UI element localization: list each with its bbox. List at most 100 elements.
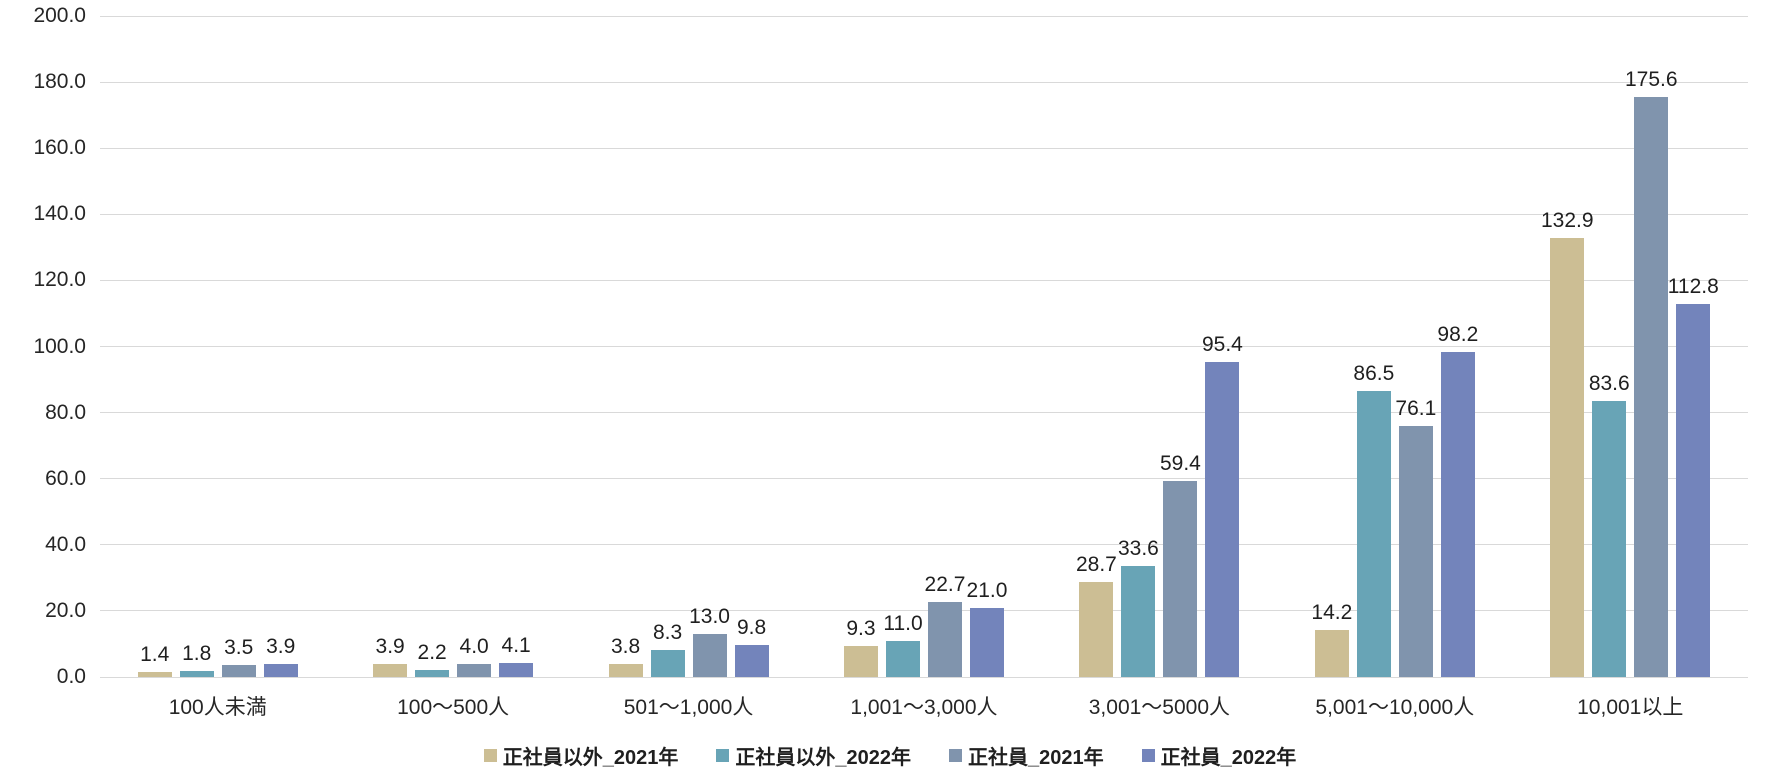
bar: 83.6 — [1589, 373, 1630, 677]
gridline — [100, 15, 1748, 17]
y-tick-label: 80.0 — [45, 400, 86, 424]
legend-swatch — [483, 749, 497, 762]
bar: 1.4 — [137, 644, 172, 677]
bar: 21.0 — [967, 580, 1007, 677]
x-category-label: 100〜500人 — [397, 696, 510, 719]
bar: 175.6 — [1625, 69, 1678, 677]
legend-label: 正社員_2021年 — [968, 747, 1104, 769]
gridline — [100, 544, 1748, 546]
legend-swatch — [949, 749, 962, 762]
gridline — [100, 147, 1748, 149]
bar: 2.2 — [415, 642, 450, 677]
bar-value-label: 9.3 — [846, 617, 876, 641]
legend-item: 正社員_2022年 — [1141, 741, 1297, 770]
legend-label: 正社員以外_2022年 — [735, 747, 911, 769]
y-tick-label: 120.0 — [33, 268, 86, 292]
bar: 76.1 — [1395, 398, 1436, 677]
bar: 132.9 — [1541, 210, 1594, 677]
gridline — [100, 279, 1748, 281]
gridline — [100, 346, 1748, 347]
bar: 22.7 — [925, 574, 965, 677]
x-category-label: 5,001〜10,000人 — [1315, 696, 1475, 719]
x-category-label: 100人未満 — [168, 696, 267, 719]
legend-item: 正社員以外_2022年 — [716, 741, 911, 770]
bar-value-label: 9.8 — [736, 615, 767, 639]
bar-value-label: 8.3 — [652, 620, 683, 644]
bar-value-label: 1.8 — [182, 642, 212, 666]
bar-value-label: 175.6 — [1624, 67, 1678, 91]
bar: 3.9 — [263, 636, 298, 677]
bar-value-label: 3.5 — [224, 636, 254, 660]
bar-group: 132.9 83.6 175.6 112.8 — [1513, 16, 1748, 677]
legend-label: 正社員以外_2021年 — [502, 747, 679, 769]
bar-group: 3.8 8.3 13.0 9.8 — [571, 16, 806, 677]
legend-label: 正社員_2022年 — [1160, 747, 1297, 769]
bar-value-label: 112.8 — [1667, 275, 1719, 299]
bar: 98.2 — [1437, 324, 1478, 677]
bar: 11.0 — [883, 613, 923, 677]
gridline — [100, 610, 1748, 612]
bar-value-label: 33.6 — [1117, 536, 1159, 560]
legend: 正社員以外_2021年 正社員以外_2022年 正社員_2021年 正社員_2022年 — [0, 741, 1780, 770]
bar-value-label: 3.9 — [375, 635, 405, 659]
bar: 112.8 — [1668, 276, 1719, 677]
x-category-label: 1,001〜3,000人 — [850, 696, 998, 719]
bar-value-label: 4.1 — [501, 634, 531, 658]
bar-value-label: 4.0 — [459, 634, 489, 658]
bar-value-label: 83.6 — [1588, 371, 1630, 395]
x-category-label: 501〜1,000人 — [623, 696, 754, 719]
bar: 59.4 — [1160, 453, 1201, 677]
bar-value-label: 22.7 — [924, 572, 966, 596]
bar: 3.9 — [373, 636, 408, 677]
bar-value-label: 28.7 — [1075, 553, 1117, 577]
bar: 9.3 — [843, 618, 878, 677]
legend-swatch — [1141, 749, 1155, 762]
y-tick-label: 0.0 — [56, 665, 86, 688]
bar: 33.6 — [1118, 538, 1159, 677]
bar-group: 28.7 33.6 59.4 95.4 — [1042, 16, 1277, 677]
bar-value-label: 1.4 — [140, 643, 170, 667]
bar: 8.3 — [650, 622, 685, 677]
y-tick-label: 180.0 — [33, 70, 86, 94]
y-tick-label: 140.0 — [33, 202, 86, 226]
bar-group: 9.3 11.0 22.7 21.0 — [806, 16, 1041, 677]
bar: 3.5 — [221, 637, 256, 677]
gridline — [100, 478, 1748, 480]
x-axis: 100人未満 100〜500人 501〜1,000人 1,001〜3,000人 3,00… — [100, 691, 1748, 721]
bar-group: 3.9 2.2 4.0 4.1 — [335, 16, 570, 677]
bar-value-label: 86.5 — [1353, 362, 1395, 386]
y-tick-label: 160.0 — [33, 136, 86, 160]
x-category-label: 10,001以上 — [1577, 696, 1684, 719]
legend-item: 正社員_2021年 — [949, 741, 1104, 770]
bar-value-label: 98.2 — [1437, 323, 1479, 347]
y-tick-label: 200.0 — [33, 4, 86, 27]
y-tick-label: 100.0 — [33, 334, 86, 358]
bar-value-label: 3.8 — [610, 635, 641, 659]
bar-value-label: 2.2 — [417, 640, 447, 664]
gridline — [100, 412, 1748, 414]
bar-value-label: 59.4 — [1159, 451, 1201, 475]
bar: 4.0 — [457, 636, 492, 677]
bar: 14.2 — [1311, 602, 1352, 677]
bar-value-label: 3.9 — [266, 635, 296, 659]
bar: 3.8 — [608, 636, 643, 677]
legend-swatch — [716, 749, 730, 762]
x-category-label: 3,001〜5000人 — [1088, 696, 1231, 719]
bar-value-label: 11.0 — [883, 611, 923, 635]
bar-value-label: 76.1 — [1395, 396, 1437, 420]
bar-value-label: 14.2 — [1311, 601, 1353, 625]
bar: 13.0 — [689, 606, 730, 677]
bar: 9.8 — [734, 617, 769, 677]
y-tick-label: 40.0 — [45, 532, 86, 556]
y-tick-label: 20.0 — [45, 598, 86, 622]
gridline — [100, 213, 1748, 215]
legend-item: 正社員以外_2021年 — [483, 741, 679, 770]
y-tick-label: 60.0 — [45, 466, 86, 490]
bar-value-label: 13.0 — [689, 605, 730, 629]
bar: 1.8 — [179, 643, 214, 677]
bar-value-label: 132.9 — [1540, 208, 1594, 232]
bar: 4.1 — [499, 635, 534, 677]
bar: 28.7 — [1076, 554, 1117, 677]
bar: 86.5 — [1353, 363, 1394, 677]
